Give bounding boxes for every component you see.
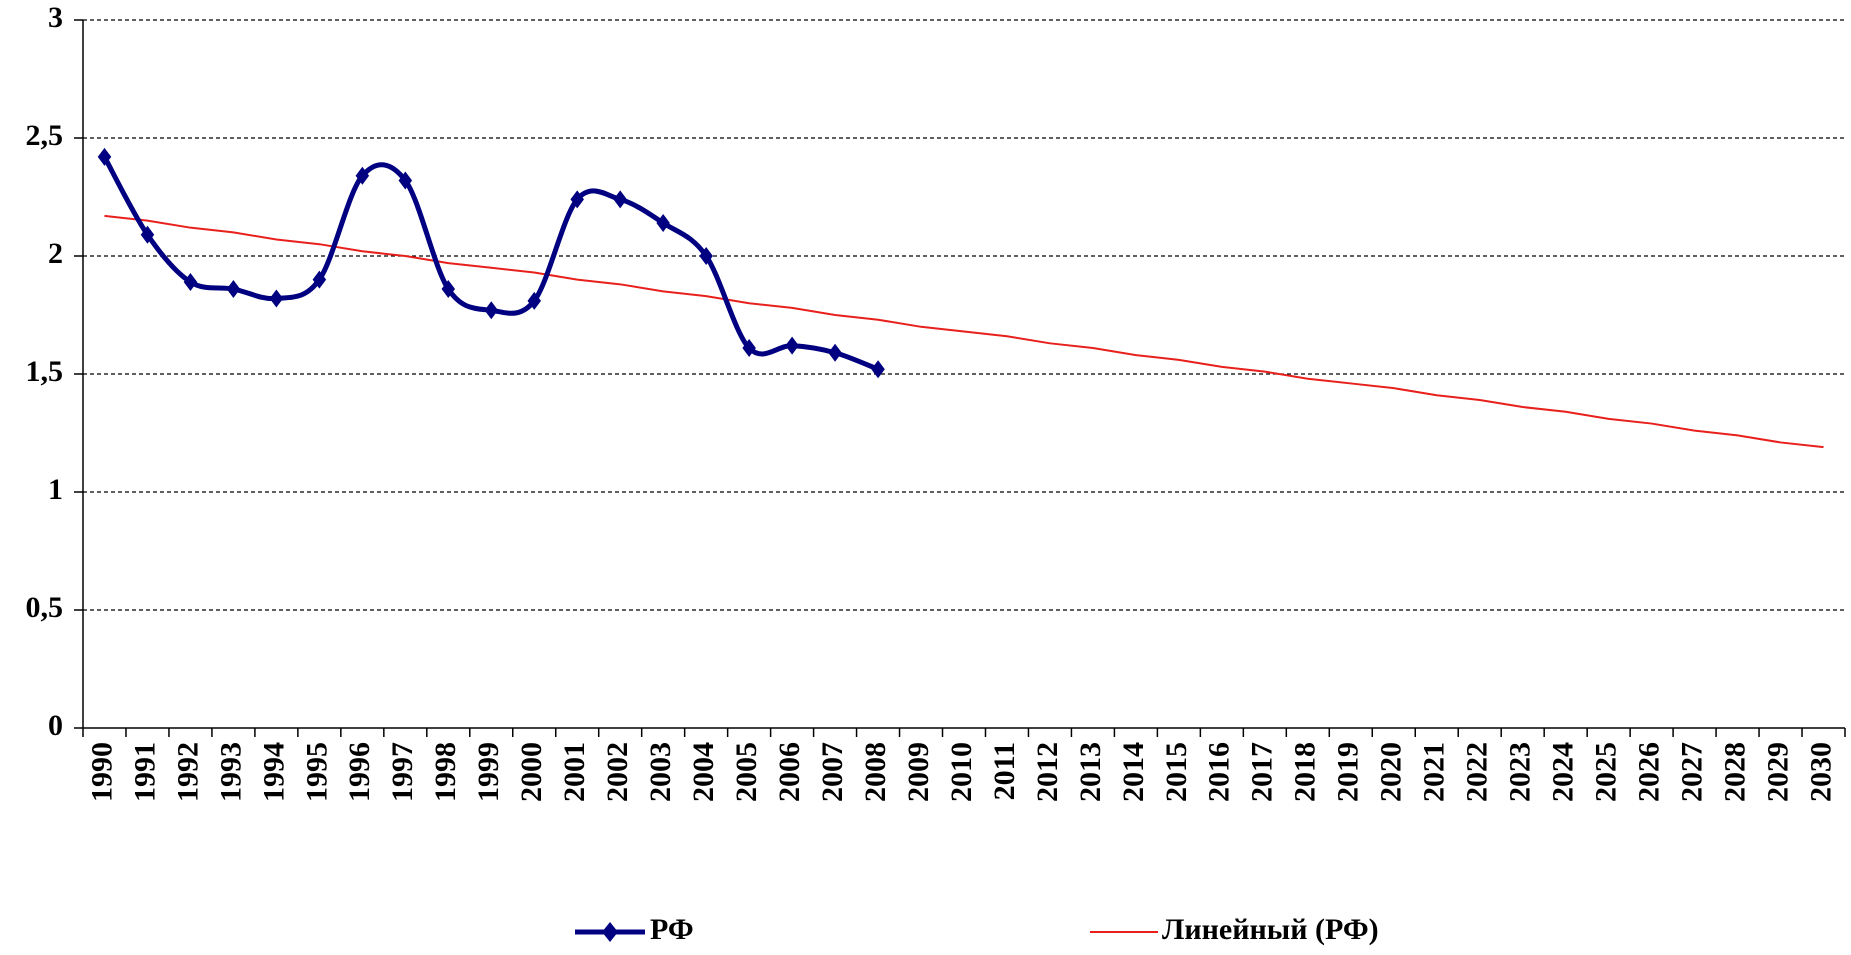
marker xyxy=(398,171,413,190)
x-tick-label: 1997 xyxy=(386,742,419,802)
x-tick-label: 2007 xyxy=(816,742,849,802)
legend-marker xyxy=(602,922,618,942)
x-tick-label: 2016 xyxy=(1203,742,1236,802)
x-tick-label: 1994 xyxy=(257,742,290,802)
marker xyxy=(871,360,885,379)
x-tick-label: 1993 xyxy=(214,742,247,802)
x-tick-label: 2025 xyxy=(1590,742,1623,802)
x-tick-label: 2017 xyxy=(1246,742,1279,802)
x-tick-label: 2004 xyxy=(687,742,720,802)
x-tick-label: 2012 xyxy=(1031,742,1064,802)
x-tick-label: 2005 xyxy=(730,742,763,802)
x-tick-label: 2000 xyxy=(515,742,548,802)
y-tick-label: 1 xyxy=(48,473,63,506)
x-tick-label: 2024 xyxy=(1547,742,1580,802)
legend-label: РФ xyxy=(650,913,694,946)
x-tick-label: 2021 xyxy=(1418,742,1451,802)
x-tick-label: 2001 xyxy=(558,742,591,802)
x-tick-label: 2015 xyxy=(1160,742,1193,802)
x-tick-label: 1991 xyxy=(128,742,161,802)
x-tick-label: 2014 xyxy=(1117,742,1150,802)
x-tick-label: 2011 xyxy=(988,742,1021,800)
marker xyxy=(527,291,541,310)
x-tick-label: 2006 xyxy=(773,742,806,802)
series-line xyxy=(102,155,879,372)
y-tick-label: 0 xyxy=(48,709,63,742)
marker xyxy=(355,166,370,185)
x-tick-label: 2030 xyxy=(1804,742,1837,802)
x-tick-label: 2010 xyxy=(945,742,978,802)
series-line xyxy=(104,214,1824,449)
y-tick-label: 1,5 xyxy=(26,355,64,388)
x-tick-label: 1992 xyxy=(171,742,204,802)
x-tick-label: 2026 xyxy=(1633,742,1666,802)
marker xyxy=(785,336,799,355)
x-tick-label: 2018 xyxy=(1289,742,1322,802)
marker xyxy=(226,280,241,299)
marker xyxy=(828,343,842,362)
y-tick-label: 2,5 xyxy=(26,119,64,152)
x-tick-label: 2028 xyxy=(1718,742,1751,802)
x-tick-label: 2008 xyxy=(859,742,892,802)
x-tick-label: 1999 xyxy=(472,742,505,802)
x-tick-label: 1998 xyxy=(429,742,462,802)
x-tick-label: 2022 xyxy=(1461,742,1494,802)
x-tick-label: 2003 xyxy=(644,742,677,802)
marker xyxy=(97,147,112,166)
marker xyxy=(742,339,756,358)
legend-label: Линейный (РФ) xyxy=(1162,913,1379,946)
marker xyxy=(312,270,327,289)
x-tick-label: 2029 xyxy=(1761,742,1794,802)
marker xyxy=(183,272,198,291)
x-tick-label: 2002 xyxy=(601,742,634,802)
marker xyxy=(613,190,627,209)
y-tick-label: 3 xyxy=(48,1,63,34)
marker xyxy=(140,225,155,244)
x-tick-label: 1996 xyxy=(343,742,376,802)
x-tick-label: 2019 xyxy=(1332,742,1365,802)
marker xyxy=(441,280,456,299)
marker xyxy=(484,301,499,320)
x-tick-label: 1990 xyxy=(85,742,118,802)
x-tick-label: 2023 xyxy=(1504,742,1537,802)
x-tick-label: 2009 xyxy=(902,742,935,802)
x-tick-label: 1995 xyxy=(300,742,333,802)
marker xyxy=(656,213,670,232)
y-tick-label: 0,5 xyxy=(26,591,64,624)
marker xyxy=(269,289,284,308)
x-tick-label: 2027 xyxy=(1675,742,1708,802)
y-tick-label: 2 xyxy=(48,237,63,270)
x-tick-label: 2013 xyxy=(1074,742,1107,802)
marker xyxy=(570,190,584,209)
marker xyxy=(699,247,713,265)
x-tick-label: 2020 xyxy=(1375,742,1408,802)
